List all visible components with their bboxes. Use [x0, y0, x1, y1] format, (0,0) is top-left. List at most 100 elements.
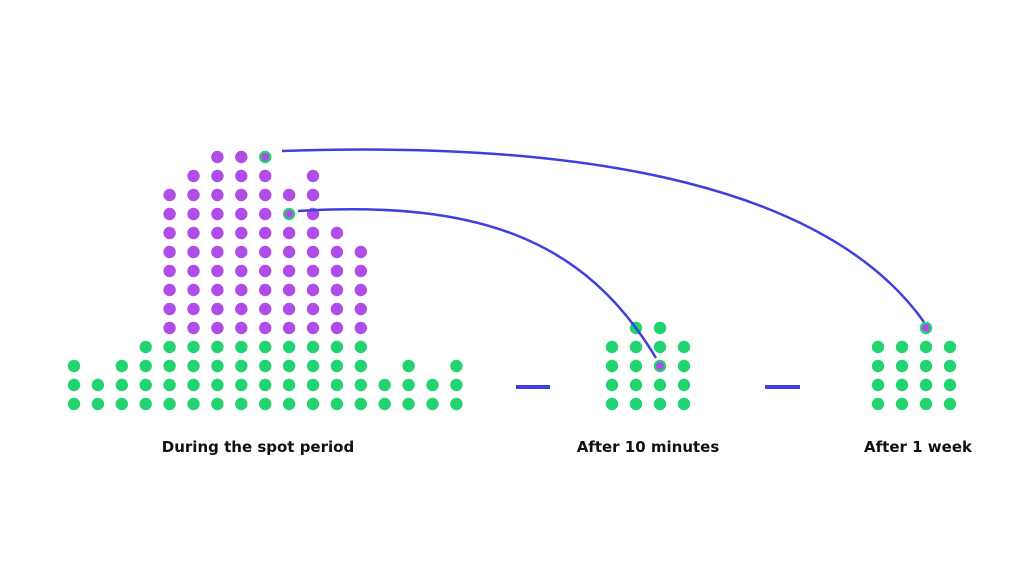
- dot: [235, 359, 248, 373]
- dot: [330, 397, 344, 411]
- dot: [282, 340, 296, 354]
- dot: [605, 397, 619, 411]
- dot: [187, 245, 200, 259]
- dot: [306, 321, 320, 335]
- dot: [187, 302, 200, 316]
- dot: [306, 378, 320, 392]
- dot: [187, 283, 200, 297]
- dot: [605, 378, 619, 392]
- dot: [259, 321, 272, 335]
- dot: [354, 359, 367, 373]
- dot: [653, 397, 667, 411]
- connector: [281, 148, 926, 323]
- dot: [629, 397, 643, 411]
- dot: [163, 226, 176, 240]
- dot: [895, 397, 909, 411]
- dot: [163, 207, 176, 221]
- dot: [943, 378, 957, 392]
- dot: [235, 378, 248, 392]
- dot: [330, 245, 344, 259]
- dot: [163, 321, 176, 335]
- dot: [426, 397, 439, 411]
- dot: [354, 321, 367, 335]
- dot: [259, 207, 272, 221]
- dot: [187, 321, 200, 335]
- dot: [139, 378, 152, 392]
- dot: [354, 245, 367, 259]
- dot: [378, 378, 391, 392]
- highlight-dot: [656, 362, 664, 370]
- dot: [235, 397, 248, 411]
- dot: [306, 340, 320, 354]
- dot: [211, 264, 224, 278]
- dot: [629, 340, 643, 354]
- dot: [235, 321, 248, 335]
- dot: [163, 340, 176, 354]
- group-label: After 10 minutes: [577, 438, 720, 456]
- dot: [211, 302, 224, 316]
- highlight-dot: [922, 324, 930, 332]
- dot: [919, 378, 933, 392]
- dot: [259, 359, 272, 373]
- dot: [354, 264, 367, 278]
- dot: [211, 245, 224, 259]
- dot: [259, 169, 272, 183]
- dot: [163, 378, 176, 392]
- dot: [211, 283, 224, 297]
- dot: [306, 397, 320, 411]
- dot: [67, 397, 81, 411]
- dot: [282, 321, 296, 335]
- dot: [163, 188, 176, 202]
- dot: [259, 283, 272, 297]
- dot: [211, 207, 224, 221]
- dot: [354, 283, 367, 297]
- dot: [282, 359, 296, 373]
- dot: [211, 188, 224, 202]
- dot: [330, 302, 344, 316]
- dot-groups: [67, 150, 957, 411]
- dot: [282, 378, 296, 392]
- dot: [653, 378, 667, 392]
- dot: [211, 226, 224, 240]
- dot: [235, 150, 248, 164]
- dot: [163, 264, 176, 278]
- dot: [605, 359, 619, 373]
- dot: [259, 226, 272, 240]
- dot: [235, 264, 248, 278]
- dot: [211, 378, 224, 392]
- dot: [211, 340, 224, 354]
- dot: [115, 397, 128, 411]
- dot: [677, 378, 691, 392]
- dot: [943, 359, 957, 373]
- dot: [450, 378, 463, 392]
- dot: [871, 340, 885, 354]
- dot: [895, 359, 909, 373]
- group-label: After 1 week: [864, 438, 973, 456]
- dot: [330, 283, 344, 297]
- dot: [259, 264, 272, 278]
- dot: [187, 340, 200, 354]
- dot: [259, 188, 272, 202]
- dot: [187, 359, 200, 373]
- dot: [187, 378, 200, 392]
- dot: [211, 397, 224, 411]
- dot: [402, 359, 415, 373]
- dot: [330, 378, 344, 392]
- dot: [211, 359, 224, 373]
- dot: [450, 397, 463, 411]
- dot: [282, 302, 296, 316]
- dot: [187, 207, 200, 221]
- dot: [163, 359, 176, 373]
- dot: [235, 302, 248, 316]
- dot: [653, 340, 667, 354]
- dot: [187, 397, 200, 411]
- dot: [306, 264, 320, 278]
- dot: [426, 378, 439, 392]
- dot: [187, 226, 200, 240]
- dot: [677, 359, 691, 373]
- dot: [378, 397, 391, 411]
- dot: [235, 226, 248, 240]
- dot: [330, 340, 344, 354]
- dot: [306, 188, 320, 202]
